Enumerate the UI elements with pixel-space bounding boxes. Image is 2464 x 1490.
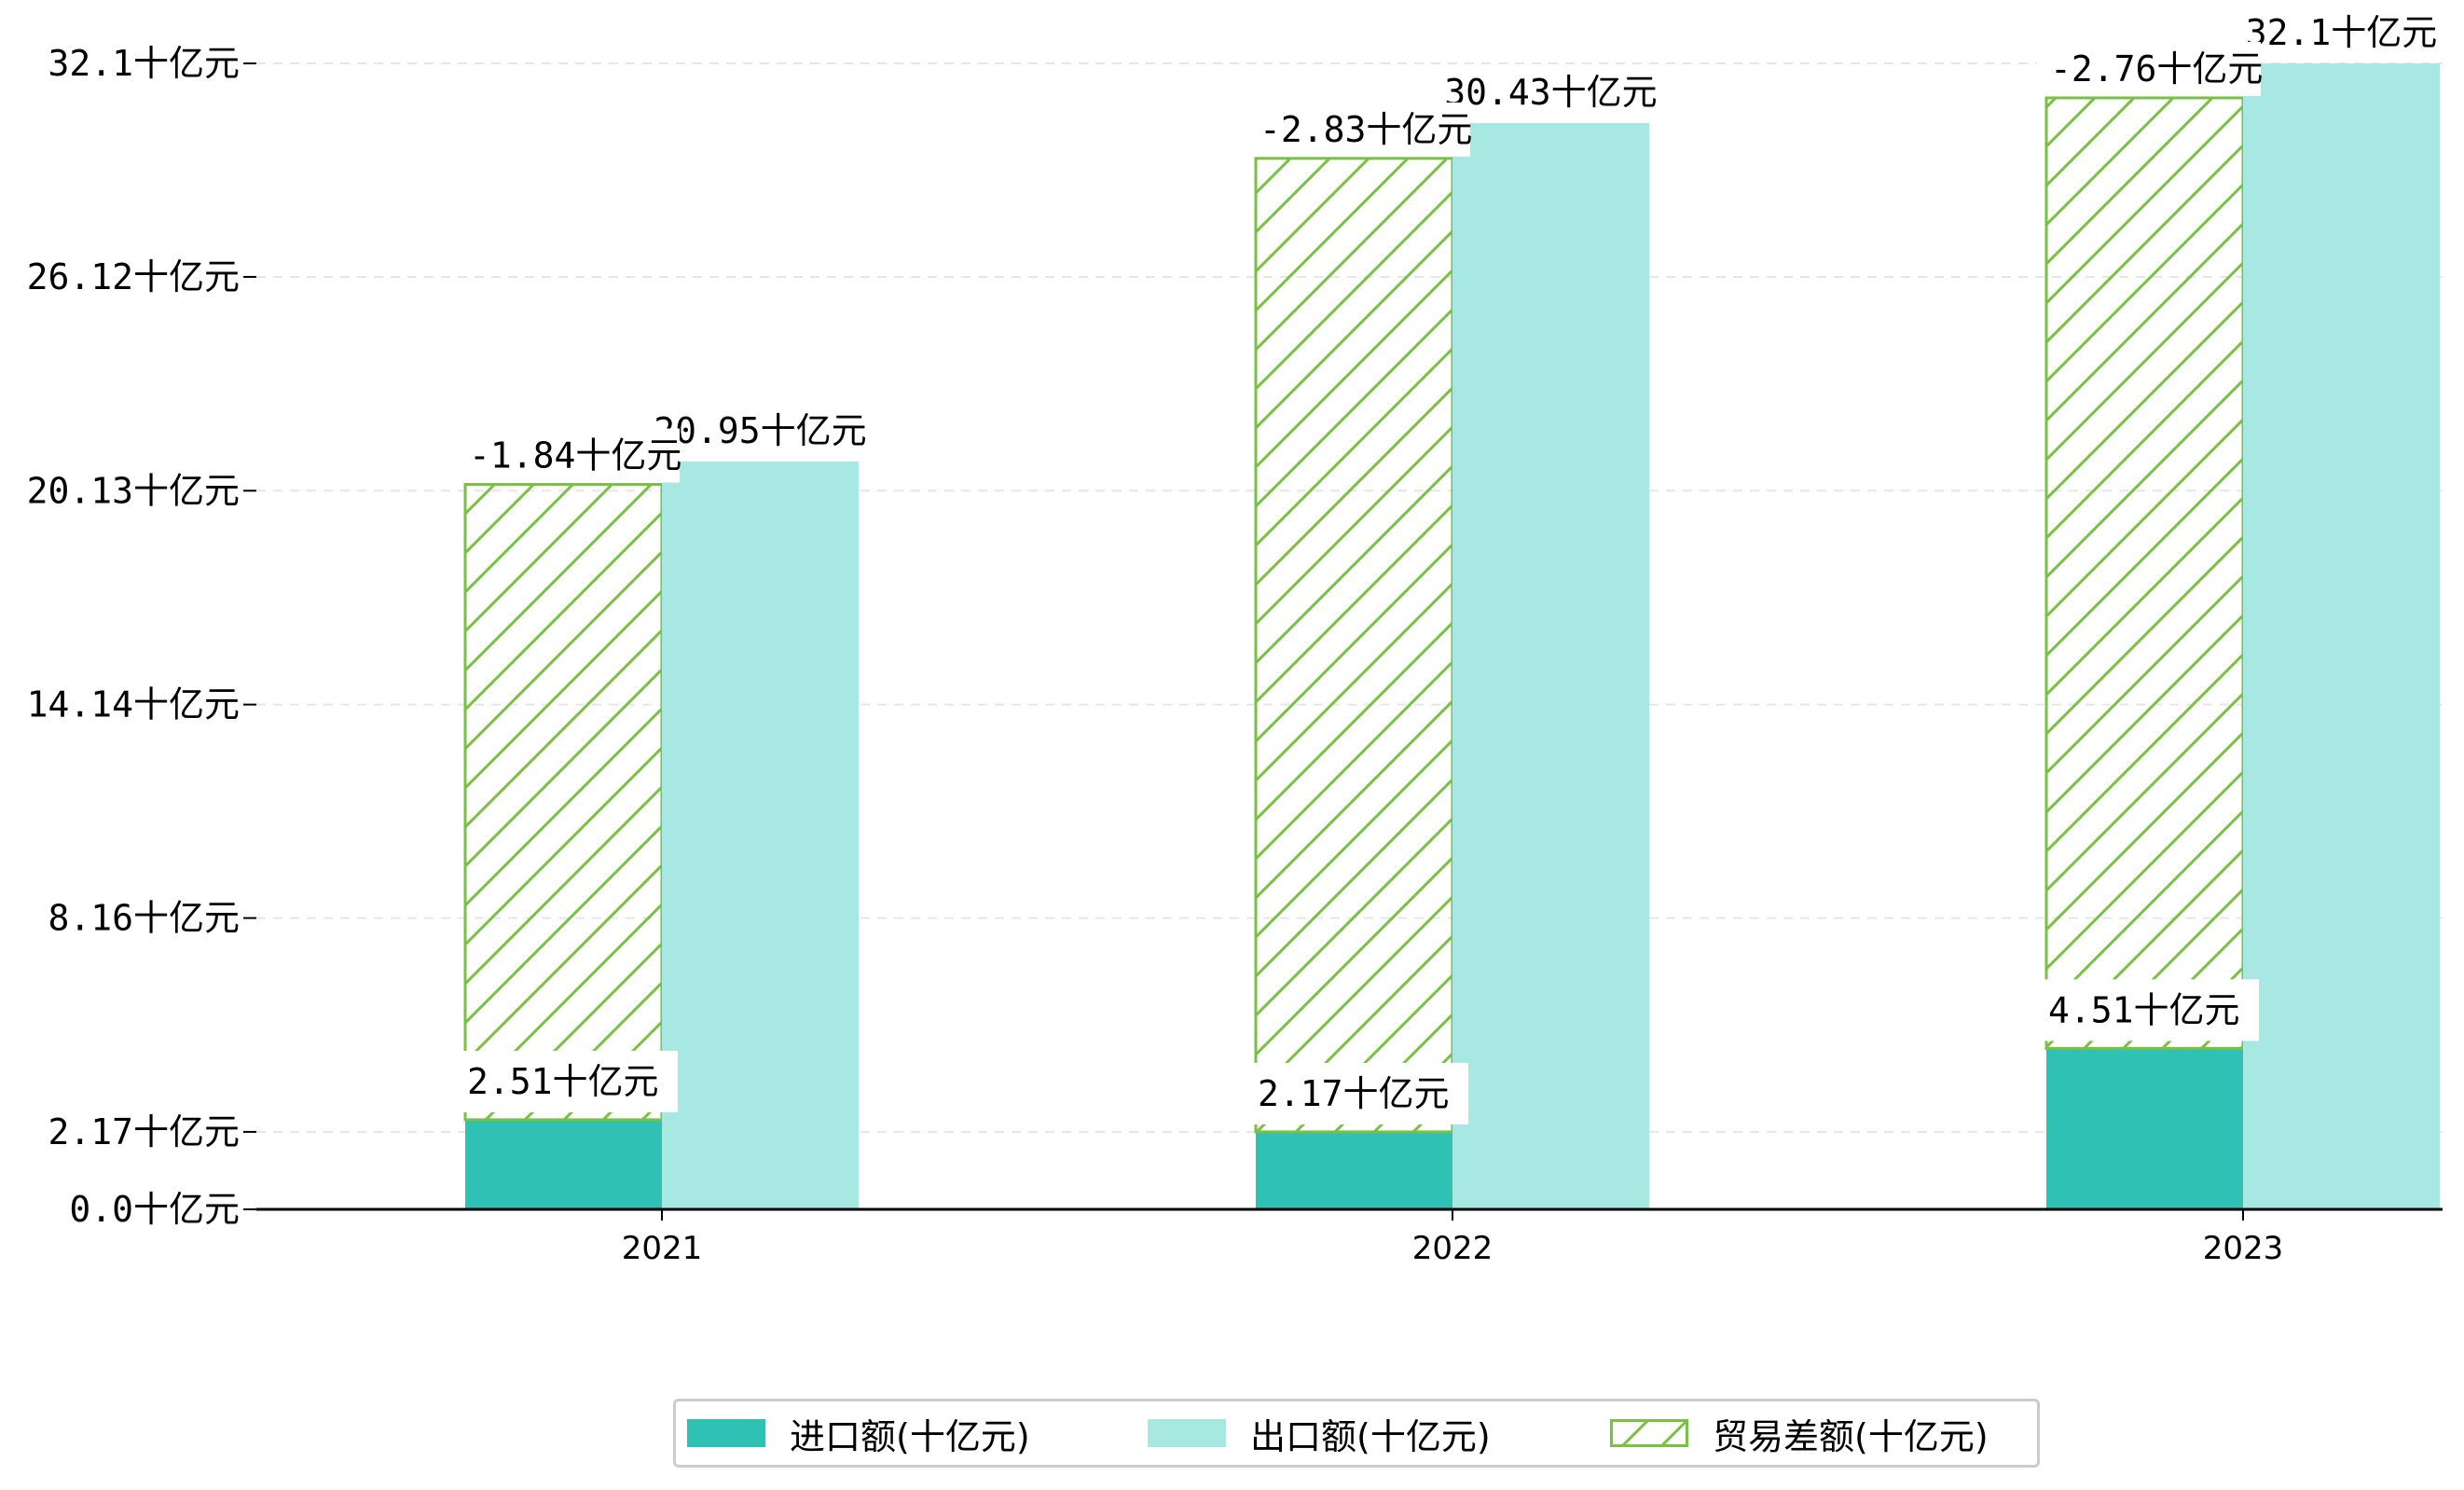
bar-balance — [2044, 96, 2245, 1050]
data-label-box — [456, 428, 680, 483]
data-label-box — [2037, 41, 2261, 96]
bar-export — [2243, 63, 2440, 1209]
bar-balance — [463, 483, 664, 1122]
y-tick-label: 20.13十亿元 — [27, 470, 240, 511]
data-label-balance: -1.84十亿元 — [469, 435, 681, 476]
data-labels-layer: 20.95十亿元-1.84十亿元 2.51十亿元 30.43十亿元-2.83十亿元 2… — [456, 12, 2437, 1124]
data-label-export: 20.95十亿元 — [654, 410, 866, 451]
legend-item-balance: 贸易差额(十亿元) — [1610, 1401, 1989, 1465]
data-label-balance: -2.76十亿元 — [2050, 48, 2263, 90]
data-label-balance: -2.83十亿元 — [1260, 109, 1472, 150]
bar-export — [662, 461, 859, 1209]
y-tick-label: 0.0十亿元 — [69, 1189, 240, 1230]
axes-layer: 0.0十亿元 2.17十亿元 8.16十亿元 14.14十亿元 20.13十亿元 26.1… — [27, 43, 2443, 1267]
data-label-box — [2044, 979, 2259, 1042]
y-tick-label: 14.14十亿元 — [27, 684, 240, 725]
legend-label-balance: 贸易差额(十亿元) — [1713, 1415, 1989, 1457]
data-label-box — [1246, 102, 1470, 157]
bars-layer — [463, 63, 2440, 1210]
bar-import — [2046, 1048, 2243, 1209]
legend-item-export: 出口额(十亿元) — [1148, 1401, 1491, 1465]
x-tick-label: 2022 — [1412, 1230, 1494, 1267]
bar-import — [1256, 1131, 1452, 1209]
data-label-box — [463, 1050, 678, 1112]
legend-swatch-export — [1148, 1419, 1226, 1447]
legend: 进口额(十亿元) 出口额(十亿元) 贸易差额(十亿元) — [673, 1399, 2040, 1468]
x-tick-label: 2021 — [622, 1230, 703, 1267]
y-tick-label: 32.1十亿元 — [48, 43, 240, 84]
legend-label-import: 进口额(十亿元) — [790, 1415, 1030, 1457]
bar-import — [465, 1119, 662, 1209]
legend-swatch-balance — [1610, 1419, 1688, 1447]
data-label-import: 2.17十亿元 — [1258, 1073, 1450, 1114]
legend-item-import: 进口额(十亿元) — [687, 1401, 1030, 1465]
legend-label-export: 出口额(十亿元) — [1250, 1415, 1491, 1457]
y-tick-label: 2.17十亿元 — [48, 1111, 240, 1152]
data-label-export: 30.43十亿元 — [1444, 72, 1657, 113]
y-tick-label: 8.16十亿元 — [48, 898, 240, 939]
data-label-export: 32.1十亿元 — [2246, 12, 2438, 53]
y-tick-label: 26.12十亿元 — [27, 256, 240, 297]
data-label-import: 4.51十亿元 — [2048, 989, 2240, 1030]
x-tick-label: 2023 — [2203, 1230, 2284, 1267]
legend-swatch-import — [687, 1419, 765, 1447]
data-label-box — [1254, 1062, 1468, 1124]
data-label-import: 2.51十亿元 — [467, 1061, 659, 1102]
bar-balance — [1254, 157, 1454, 1134]
bar-export — [1452, 122, 1649, 1210]
